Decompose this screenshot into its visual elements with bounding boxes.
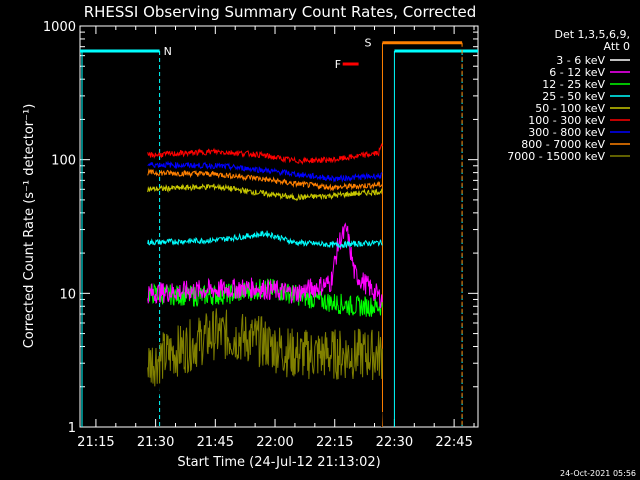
legend-entry-label: 12 - 25 keV — [542, 78, 605, 91]
legend-entry-label: 100 - 300 keV — [528, 114, 605, 127]
legend-entry-label: 300 - 800 keV — [528, 126, 605, 139]
flag-label-S: S — [365, 37, 372, 50]
legend-entry-label: 3 - 6 keV — [556, 54, 605, 67]
chart-title: RHESSI Observing Summary Count Rates, Co… — [84, 3, 477, 21]
legend-header: Det 1,3,5,6,9, — [554, 28, 630, 41]
x-tick-label: 22:00 — [256, 435, 293, 450]
x-tick-label: 21:30 — [137, 435, 174, 450]
series-trace-5 — [147, 142, 383, 165]
legend-entry-label: 25 - 50 keV — [542, 90, 605, 103]
footer-timestamp: 24-Oct-2021 05:56 — [560, 469, 636, 478]
series-trace-8 — [147, 308, 383, 387]
plot-frame — [79, 25, 479, 428]
flag-label-N: N — [164, 45, 172, 58]
series-trace-4 — [147, 183, 383, 202]
y-tick-label: 10 — [59, 287, 76, 302]
legend-entry-label: 50 - 100 keV — [535, 102, 605, 115]
series-trace-1 — [147, 222, 383, 309]
y-tick-label: 100 — [51, 154, 76, 169]
x-tick-label: 22:30 — [376, 435, 413, 450]
x-axis-label: Start Time (24-Jul-12 21:13:02) — [177, 455, 380, 470]
y-axis-label: Corrected Count Rate (s⁻¹ detector⁻¹) — [22, 104, 37, 349]
series-trace-7 — [147, 168, 383, 192]
legend-entry-label: 6 - 12 keV — [549, 66, 605, 79]
y-tick-label: 1 — [68, 421, 76, 436]
series-trace-6 — [147, 160, 383, 183]
legend-header: Att 0 — [604, 40, 630, 53]
legend-entry-label: 7000 - 15000 keV — [507, 150, 605, 163]
series-trace-0 — [147, 267, 383, 428]
y-tick-label: 1000 — [43, 20, 76, 35]
x-tick-label: 22:15 — [316, 435, 353, 450]
x-tick-label: 22:45 — [435, 435, 472, 450]
x-tick-label: 21:45 — [197, 435, 234, 450]
series-trace-3 — [147, 230, 383, 249]
flag-label-F: F — [335, 58, 341, 71]
x-tick-label: 21:15 — [77, 435, 114, 450]
legend-entry-label: 800 - 7000 keV — [521, 138, 605, 151]
